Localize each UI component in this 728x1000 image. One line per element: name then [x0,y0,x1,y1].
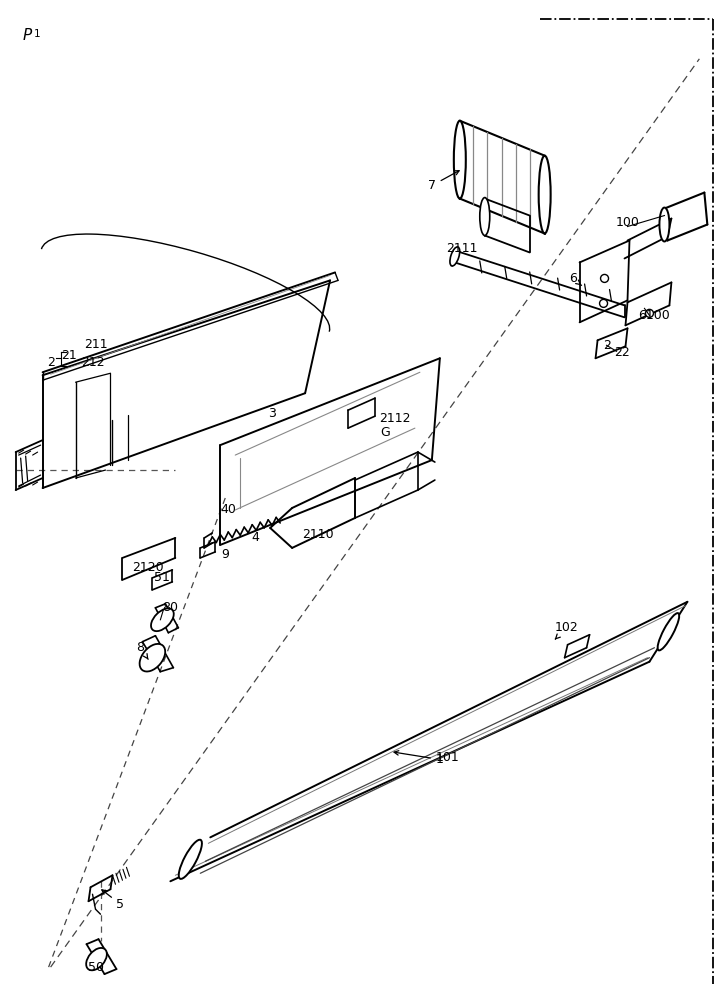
Circle shape [646,309,654,317]
Text: 100: 100 [616,216,639,229]
Ellipse shape [86,948,107,970]
Ellipse shape [660,208,670,241]
Text: 211: 211 [84,338,107,351]
Text: 9: 9 [221,548,229,561]
Text: 2112: 2112 [379,412,411,425]
Text: 80: 80 [162,601,178,614]
Text: 51: 51 [154,571,170,584]
Text: 2: 2 [604,339,612,352]
Ellipse shape [179,840,202,879]
Text: 21: 21 [60,349,76,362]
Text: 22: 22 [614,346,630,359]
Text: 2111: 2111 [446,242,478,255]
Ellipse shape [657,613,679,650]
Text: G: G [380,426,389,439]
Text: 6100: 6100 [638,309,670,322]
Text: 6: 6 [569,272,582,285]
Ellipse shape [539,156,550,234]
Text: 50: 50 [87,961,103,974]
Ellipse shape [454,121,466,199]
Text: 40: 40 [221,503,236,516]
Circle shape [601,274,609,282]
Ellipse shape [140,644,165,672]
Text: 1: 1 [394,751,444,766]
Text: P: P [23,28,32,43]
Ellipse shape [151,608,174,631]
Text: 5: 5 [102,890,124,911]
Text: 8: 8 [136,641,149,659]
Text: 212: 212 [81,356,104,369]
Text: 101: 101 [436,751,459,764]
Text: 2120: 2120 [132,561,165,574]
Text: 2110: 2110 [302,528,334,541]
Ellipse shape [450,247,459,266]
Text: 4: 4 [251,531,259,544]
Text: 2: 2 [47,356,55,369]
Text: 1: 1 [33,29,40,39]
Ellipse shape [480,198,490,236]
Text: 3: 3 [268,407,276,420]
Text: 102: 102 [555,621,578,639]
Circle shape [600,299,608,307]
Text: 7: 7 [428,171,459,192]
